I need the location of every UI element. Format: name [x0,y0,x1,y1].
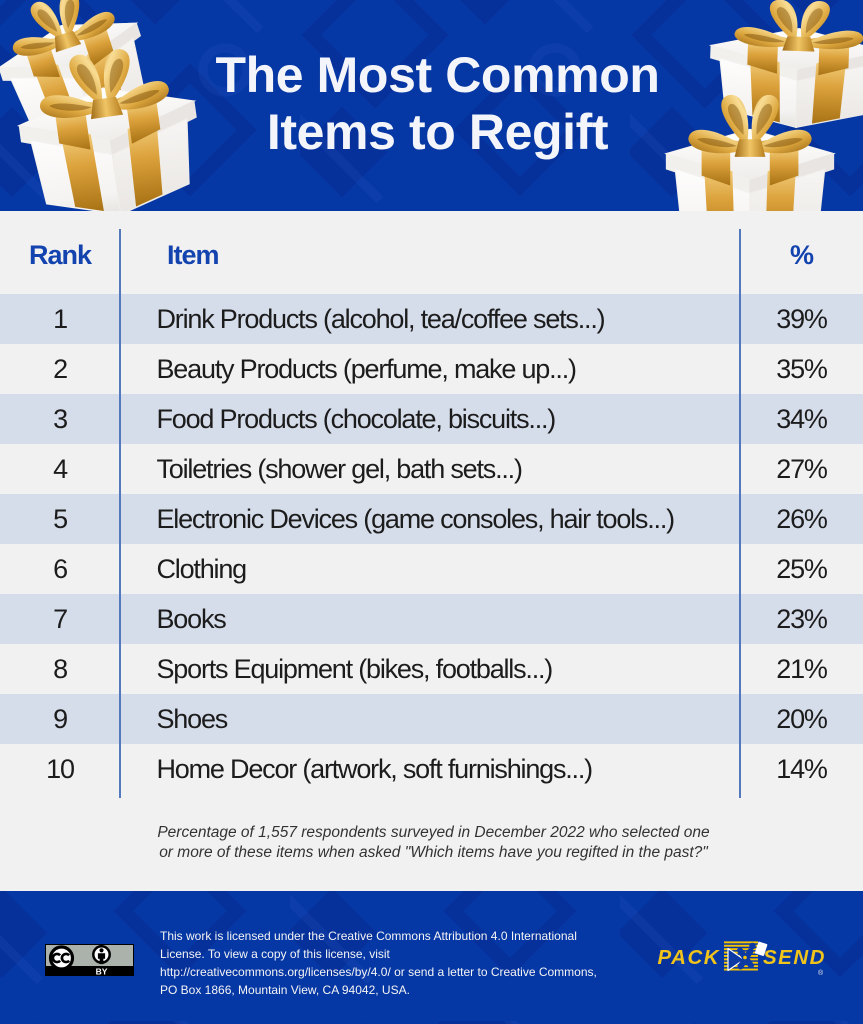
svg-text:®: ® [818,969,824,977]
svg-text:PACK: PACK [658,946,721,969]
svg-text:BY: BY [96,967,108,977]
svg-text:SEND: SEND [763,946,826,969]
